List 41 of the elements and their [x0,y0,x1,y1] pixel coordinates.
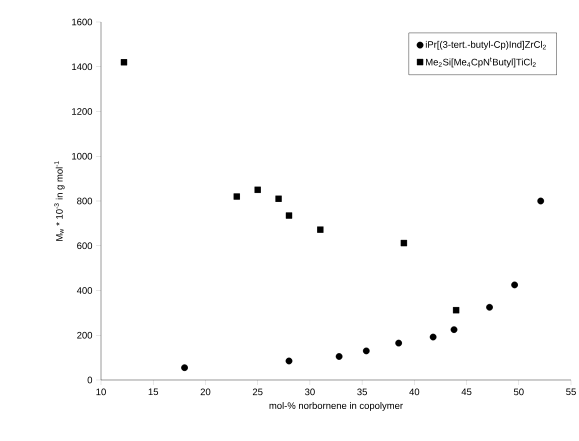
legend-label: iPr[(3-tert.-butyl-Cp)Ind]ZrCl$_{2}$ [426,40,546,50]
point [254,186,261,194]
x-tick-label: 40 [409,388,420,396]
y-tick-label: 0 [88,376,92,384]
y-tick-label: 1000 [72,152,92,160]
x-tick-label: 20 [200,388,210,396]
point [336,353,343,360]
point [286,212,292,219]
y-tick-label: 800 [77,198,92,204]
point [452,306,460,314]
x-tick-label: 30 [304,388,315,396]
y-tick-label: 600 [77,242,92,250]
x-tick-label: 15 [148,388,158,396]
point [450,326,458,334]
point [275,196,282,202]
x-axis-title: mol-% norbornene in copolymer [270,402,403,411]
x-tick-label: 45 [462,388,472,396]
point [317,226,324,233]
point [430,334,437,340]
point [400,240,408,246]
x-tick-label: 55 [566,388,576,396]
y-tick-label: 400 [76,287,92,294]
point [286,358,292,364]
legend-label: Me$_{2}$Si[Me$_{4}$CpN$^{t}$Butyl]TiCl$_{2}$ [426,57,536,68]
y-tick-label: 1600 [72,18,92,26]
x-tick-label: 10 [96,388,106,396]
point [362,348,370,354]
point [234,193,240,200]
x-tick-label: 50 [514,388,524,396]
y-tick-label: 1400 [72,63,92,70]
point [181,364,188,372]
point [395,340,402,346]
x-tick-label: 25 [252,388,263,396]
point [537,198,544,204]
x-tick-label: 35 [357,388,367,396]
point [511,282,518,288]
point [120,59,128,66]
y-tick-label: 200 [77,332,92,339]
y-tick-label: 1200 [72,108,92,115]
y-axis-title: M$_{w}$ * 10$^{-3}$ in g mol$^{-1}$ [54,161,65,241]
point [486,304,493,311]
